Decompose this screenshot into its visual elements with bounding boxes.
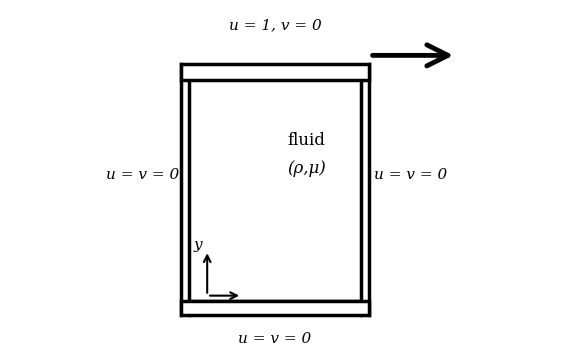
Text: u = v = 0: u = v = 0 [374, 168, 448, 183]
Text: fluid: fluid [287, 132, 325, 149]
Bar [181, 64, 369, 80]
Text: x: x [246, 297, 255, 311]
Text: y: y [193, 238, 202, 252]
Bar [181, 301, 369, 315]
Text: u = 1, v = 0: u = 1, v = 0 [229, 19, 322, 33]
Text: u = v = 0: u = v = 0 [239, 332, 312, 346]
Text: u = v = 0: u = v = 0 [106, 168, 180, 183]
Text: (ρ,μ): (ρ,μ) [287, 160, 326, 177]
